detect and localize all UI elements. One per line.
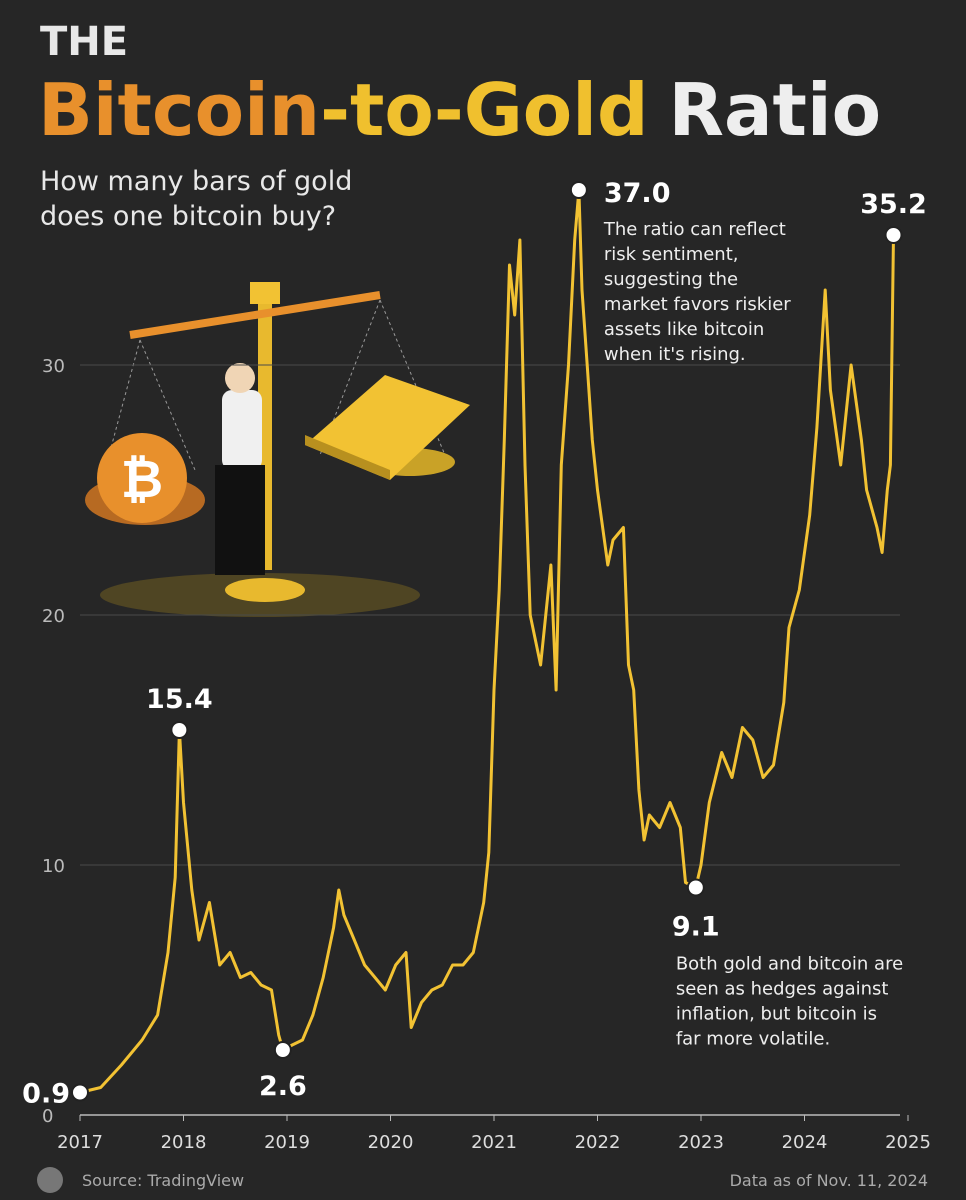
y-tick-label: 20	[42, 606, 65, 627]
annotation-label: 0.9	[22, 1079, 70, 1110]
x-tick-label: 2017	[57, 1132, 103, 1153]
annotation-label: 9.1	[672, 912, 720, 943]
annotation-label: 37.0	[604, 178, 671, 209]
annotation-note: market favors riskier	[604, 294, 791, 315]
title-part: Bitcoin	[38, 68, 320, 152]
x-tick-label: 2023	[678, 1132, 724, 1153]
ratio-line	[79, 188, 895, 1094]
subtitle: How many bars of gold	[40, 166, 352, 197]
x-tick-label: 2024	[782, 1132, 828, 1153]
annotation-note: assets like bitcoin	[604, 319, 764, 340]
title-part: -to-Gold	[320, 68, 648, 152]
x-tick-label: 2025	[885, 1132, 931, 1153]
illustration: ₿	[85, 282, 470, 617]
annotation-note: The ratio can reflect	[603, 219, 786, 240]
subtitle: does one bitcoin buy?	[40, 201, 336, 232]
x-tick-label: 2020	[368, 1132, 414, 1153]
annotation-note: seen as hedges against	[676, 979, 889, 1000]
annotation-note: when it's rising.	[604, 344, 746, 365]
annotation-dot	[686, 878, 705, 897]
y-tick-label: 10	[42, 856, 65, 877]
annotation-dot	[569, 181, 588, 199]
title-prefix: THE	[40, 19, 128, 65]
annotation-dot	[273, 1041, 292, 1059]
title-part: Ratio	[669, 68, 882, 152]
x-tick-label: 2022	[575, 1132, 621, 1153]
svg-text:₿: ₿	[121, 450, 163, 510]
x-tick-label: 2018	[161, 1132, 207, 1153]
annotation-label: 15.4	[146, 684, 213, 715]
source: Source: TradingView	[82, 1171, 244, 1190]
annotation-dot	[884, 226, 903, 244]
annotation-note: inflation, but bitcoin is	[676, 1004, 877, 1025]
y-tick-label: 30	[42, 356, 65, 377]
annotation-note: Both gold and bitcoin are	[676, 954, 903, 975]
annotation-note: risk sentiment,	[604, 244, 739, 265]
annotation-dot	[170, 721, 189, 739]
annotation-label: 35.2	[860, 189, 927, 220]
chart-title: Bitcoin-to-Gold Ratio	[38, 68, 881, 152]
source-icon	[37, 1167, 63, 1193]
annotation-dot	[71, 1083, 89, 1102]
annotation-note: suggesting the	[604, 269, 738, 290]
x-tick-label: 2019	[264, 1132, 310, 1153]
x-tick-label: 2021	[471, 1132, 517, 1153]
y-tick-label: 0	[42, 1106, 53, 1127]
plot-area: 0 10 20 30 2017 2018 2019 2020 2021 2022 2023 2024 2…	[22, 178, 931, 1153]
annotation-note: far more volatile.	[676, 1029, 830, 1050]
annotation-label: 2.6	[259, 1071, 307, 1102]
date-note: Data as of Nov. 11, 2024	[730, 1171, 928, 1190]
